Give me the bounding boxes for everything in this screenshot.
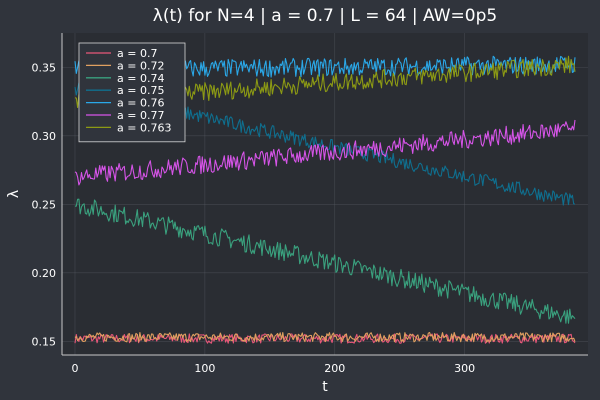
x-tick-label: 300 (454, 362, 475, 375)
x-tick-label: 200 (324, 362, 345, 375)
legend-entry: a = 0.72 (117, 59, 164, 72)
legend-entry: a = 0.77 (117, 109, 164, 122)
y-tick-label: 0.15 (32, 335, 57, 348)
series-line-1 (74, 331, 576, 343)
legend-entry: a = 0.74 (117, 72, 164, 85)
legend-entry: a = 0.763 (117, 121, 171, 134)
axes (61, 33, 588, 356)
legend-entry: a = 0.7 (117, 47, 157, 60)
chart-title: λ(t) for N=4 | a = 0.7 | L = 64 | AW=0p5 (153, 6, 497, 26)
y-tick-label: 0.20 (32, 267, 57, 280)
y-tick-label: 0.30 (32, 130, 57, 143)
legend-entry: a = 0.76 (117, 97, 164, 110)
x-tick-label: 0 (71, 362, 78, 375)
y-tick-labels: 0.15 0.20 0.25 0.30 0.35 (32, 61, 57, 348)
y-tick-label: 0.35 (32, 61, 57, 74)
legend: a = 0.7a = 0.72a = 0.74a = 0.75a = 0.76a… (78, 42, 186, 143)
y-axis-label: λ (6, 190, 22, 198)
x-axis-label: t (322, 379, 328, 395)
x-tick-label: 100 (194, 362, 215, 375)
legend-box (78, 42, 186, 143)
series-line-5 (74, 119, 576, 186)
y-tick-label: 0.25 (32, 198, 57, 211)
series-line-2 (74, 198, 576, 324)
legend-entry: a = 0.75 (117, 84, 164, 97)
x-tick-labels: 0 100 200 300 (71, 362, 475, 375)
